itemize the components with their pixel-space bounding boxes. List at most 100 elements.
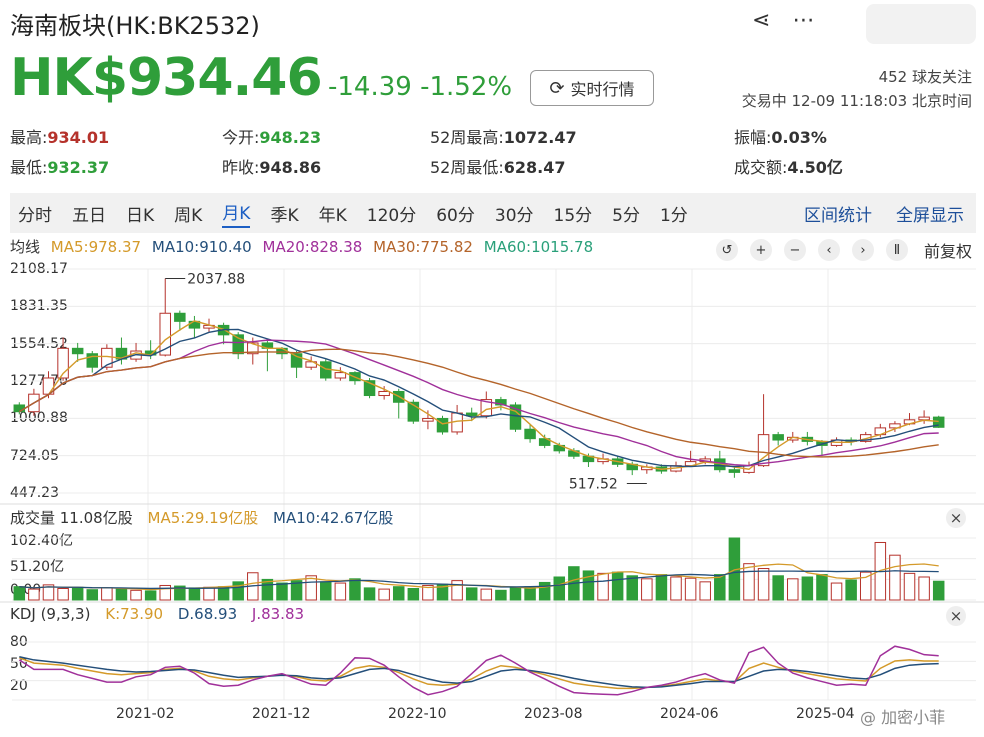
tab-3[interactable]: 周K xyxy=(174,205,203,226)
tab-8[interactable]: 60分 xyxy=(436,205,475,226)
volume-bar xyxy=(334,582,347,601)
volume-bar xyxy=(787,578,799,601)
volume-legend: 成交量 11.08亿股 MA5:29.19亿股 MA10:42.67亿股 xyxy=(10,507,403,528)
candle-body xyxy=(495,399,507,406)
tab-action-0[interactable]: 区间统计 xyxy=(804,205,872,226)
kdj-d: D.68.93 xyxy=(177,605,238,623)
tab-action-1[interactable]: 全屏显示 xyxy=(896,205,964,226)
volume-bar xyxy=(42,584,55,601)
kdj-j-line xyxy=(18,645,939,696)
candle-body xyxy=(334,372,347,379)
volume-bar xyxy=(684,577,697,601)
more-icon[interactable]: ⋯ xyxy=(792,8,815,33)
volume-bar xyxy=(407,587,420,601)
volume-bar xyxy=(801,576,814,601)
change-value: -14.39 xyxy=(328,72,412,102)
candle-body xyxy=(57,347,69,379)
followers-count: 452 球友关注 xyxy=(878,68,972,86)
tab-5[interactable]: 季K xyxy=(270,205,299,226)
volume-bar xyxy=(13,586,26,601)
tab-2[interactable]: 日K xyxy=(126,205,155,226)
volume-bar xyxy=(918,576,930,601)
reset-icon[interactable]: ↺ xyxy=(715,239,738,261)
volume-bar xyxy=(509,586,522,601)
page-title: 海南板块(HK:BK2532) xyxy=(10,12,260,40)
candle-body xyxy=(772,434,784,441)
candle-body xyxy=(407,401,420,422)
volume-bar xyxy=(451,580,463,601)
stat-turnover: 成交额:4.50亿 xyxy=(734,158,843,177)
trading-status: 交易中 12-09 11:18:03 北京时间 xyxy=(741,92,972,110)
min-marker-label: 517.52 xyxy=(569,477,618,493)
tab-12[interactable]: 1分 xyxy=(659,205,688,226)
volume-bar xyxy=(845,579,857,601)
current-price: HK$934.46 xyxy=(10,48,323,108)
volume-bar xyxy=(159,584,171,601)
candle-body xyxy=(378,390,390,397)
candle-body xyxy=(363,380,376,397)
candle-body xyxy=(538,438,551,446)
tab-4[interactable]: 月K xyxy=(222,199,251,228)
tab-10[interactable]: 15分 xyxy=(553,205,593,226)
volume-bar xyxy=(932,580,945,601)
volume-bar xyxy=(830,582,843,601)
candle-body xyxy=(13,404,26,413)
close-kdj-panel-icon[interactable]: × xyxy=(946,606,966,626)
kline-chart[interactable]: 2037.88 517.52 xyxy=(0,256,984,706)
change-percent: -1.52% xyxy=(420,72,513,102)
x-tick-label: 2023-08 xyxy=(524,706,583,722)
refresh-icon: ⟳ xyxy=(549,77,565,99)
volume-bar xyxy=(903,572,916,601)
volume-bar xyxy=(144,590,157,601)
pause-icon[interactable]: Ⅱ xyxy=(885,239,908,261)
candle-body xyxy=(247,342,259,355)
volume-bar xyxy=(772,575,784,601)
volume-bar xyxy=(626,575,638,601)
stat-high: 最高:934.01 xyxy=(10,128,110,147)
volume-ma10: MA10:42.67亿股 xyxy=(273,509,394,527)
share-icon[interactable]: ⋖ xyxy=(752,8,771,33)
volume-bar xyxy=(261,578,274,601)
kdj-k: K:73.90 xyxy=(105,605,164,623)
chevron-right-icon[interactable]: › xyxy=(851,239,874,261)
tab-6[interactable]: 年K xyxy=(318,205,347,226)
candle-body xyxy=(889,423,901,429)
kdj-d-line xyxy=(19,656,939,689)
tab-7[interactable]: 120分 xyxy=(366,205,417,226)
stat-low: 最低:932.37 xyxy=(10,158,110,177)
x-tick-label: 2021-12 xyxy=(252,706,311,722)
candle-body xyxy=(465,412,478,417)
volume-bar xyxy=(611,571,624,601)
adjust-mode-button[interactable]: 前复权 xyxy=(923,242,972,261)
candle-body xyxy=(524,428,536,440)
tab-9[interactable]: 30分 xyxy=(494,205,534,226)
volume-bar xyxy=(670,576,682,601)
volume-bar xyxy=(538,581,551,601)
zoom-in-icon[interactable]: + xyxy=(749,239,772,261)
stat-open: 今开:948.23 xyxy=(222,128,322,147)
x-tick-label: 2021-02 xyxy=(116,706,175,722)
tab-0[interactable]: 分时 xyxy=(18,205,52,226)
tab-11[interactable]: 5分 xyxy=(612,205,640,226)
ma10-line xyxy=(18,328,939,468)
volume-bar xyxy=(276,582,288,601)
chevron-left-icon[interactable]: ‹ xyxy=(817,239,840,261)
tab-1[interactable]: 五日 xyxy=(72,205,106,226)
watermark: @ 加密小菲 xyxy=(860,708,946,727)
ma-legend: 均线 MA5:978.37 MA10:910.40 MA20:828.38 MA… xyxy=(10,236,599,257)
ma10-value: MA10:910.40 xyxy=(151,238,252,256)
max-marker-label: 2037.88 xyxy=(187,271,245,287)
candle-body xyxy=(159,312,171,356)
volume-bar xyxy=(290,580,303,601)
candle-body xyxy=(509,404,522,430)
stat-52w-low: 52周最低:628.47 xyxy=(430,158,566,177)
volume-bar xyxy=(115,588,128,601)
volume-ma10-line xyxy=(19,570,939,590)
x-tick-label: 2024-06 xyxy=(660,706,719,722)
zoom-out-icon[interactable]: − xyxy=(783,239,806,261)
realtime-quote-button[interactable]: ⟳ 实时行情 xyxy=(530,70,654,106)
close-volume-panel-icon[interactable]: × xyxy=(946,508,966,528)
volume-bar xyxy=(641,578,653,601)
x-tick-label: 2022-10 xyxy=(388,706,447,722)
volume-bar xyxy=(859,571,872,601)
